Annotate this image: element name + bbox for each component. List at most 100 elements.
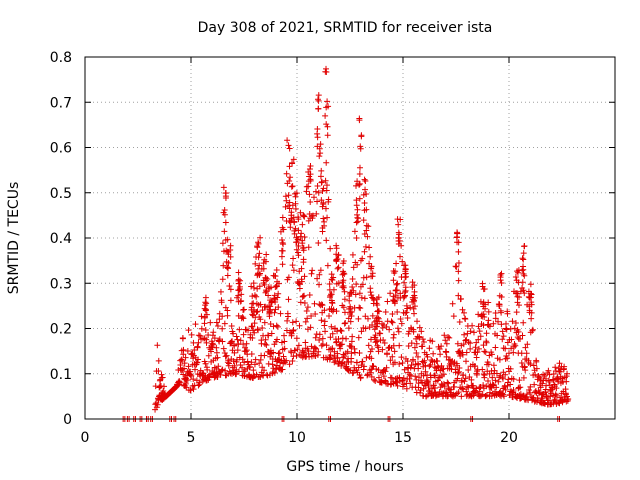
- data-point: [401, 293, 408, 300]
- data-point: [360, 191, 367, 198]
- data-point: [180, 365, 187, 372]
- data-point: [261, 340, 268, 347]
- data-point: [340, 260, 347, 267]
- data-point: [317, 141, 324, 148]
- data-point: [219, 240, 226, 247]
- data-point: [527, 383, 534, 390]
- data-point: [308, 313, 315, 320]
- data-point: [559, 375, 566, 382]
- data-point: [185, 363, 192, 370]
- data-point: [407, 304, 414, 311]
- data-point: [328, 323, 335, 330]
- data-point: [294, 346, 301, 353]
- data-point: [307, 198, 314, 205]
- data-point: [352, 291, 359, 298]
- data-point: [403, 385, 410, 392]
- plot-frame: [84, 56, 616, 420]
- data-point: [231, 362, 238, 369]
- data-point: [316, 336, 323, 343]
- data-point: [314, 134, 321, 141]
- data-point: [316, 331, 323, 338]
- data-point: [394, 280, 401, 287]
- data-point: [329, 345, 336, 352]
- data-point: [368, 373, 375, 380]
- data-point: [526, 294, 533, 301]
- data-point: [374, 314, 381, 321]
- data-point: [383, 364, 390, 371]
- data-point: [286, 145, 293, 152]
- data-point: [430, 350, 437, 357]
- data-point: [293, 239, 300, 246]
- data-point: [267, 307, 274, 314]
- data-point: [299, 349, 306, 356]
- data-point: [250, 312, 257, 319]
- data-point: [354, 218, 361, 225]
- y-tick-label: 0.6: [50, 141, 72, 157]
- data-point: [275, 290, 282, 297]
- data-point: [288, 349, 295, 356]
- data-point: [195, 332, 202, 339]
- data-point: [394, 382, 401, 389]
- data-point: [318, 178, 325, 185]
- data-point: [353, 234, 360, 241]
- data-point: [274, 323, 281, 330]
- data-point: [507, 365, 514, 372]
- data-point: [462, 316, 469, 323]
- data-point: [390, 331, 397, 338]
- data-point: [356, 180, 363, 187]
- x-tick-label: 5: [187, 430, 196, 446]
- data-point: [270, 349, 277, 356]
- data-point: [411, 344, 418, 351]
- data-point: [369, 322, 376, 329]
- data-point: [503, 326, 510, 333]
- data-point: [380, 373, 387, 380]
- data-point: [458, 377, 465, 384]
- data-point: [410, 356, 417, 363]
- data-point: [315, 189, 322, 196]
- data-point: [363, 227, 370, 234]
- data-point: [495, 318, 502, 325]
- data-point: [259, 307, 266, 314]
- data-point: [507, 381, 514, 388]
- y-tick-label: 0.4: [50, 231, 72, 247]
- data-point: [481, 372, 488, 379]
- data-point: [238, 297, 245, 304]
- data-point: [315, 348, 322, 355]
- data-point: [552, 391, 559, 398]
- data-point: [289, 319, 296, 326]
- data-point: [526, 386, 533, 393]
- data-point: [388, 374, 395, 381]
- data-point: [414, 353, 421, 360]
- data-point: [556, 400, 563, 407]
- data-point: [285, 274, 292, 281]
- data-point: [511, 325, 518, 332]
- data-point: [358, 362, 365, 369]
- y-tick-label: 0.7: [50, 95, 72, 111]
- data-point: [332, 325, 339, 332]
- data-point: [389, 353, 396, 360]
- data-point: [527, 389, 534, 396]
- data-point: [289, 202, 296, 209]
- data-point: [247, 363, 254, 370]
- data-point: [194, 344, 201, 351]
- data-point: [266, 306, 273, 313]
- data-point: [185, 327, 192, 334]
- data-point: [476, 328, 483, 335]
- data-point: [475, 323, 482, 330]
- data-point: [438, 343, 445, 350]
- data-point: [483, 339, 490, 346]
- data-point: [254, 244, 261, 251]
- data-point: [227, 297, 234, 304]
- data-point: [290, 255, 297, 262]
- data-point: [461, 309, 468, 316]
- data-point: [417, 389, 424, 396]
- data-point: [203, 339, 210, 346]
- data-point: [455, 248, 462, 255]
- data-point: [552, 368, 559, 375]
- data-point: [364, 233, 371, 240]
- data-point: [457, 353, 464, 360]
- data-point: [283, 357, 290, 364]
- data-point: [323, 121, 330, 128]
- data-point: [231, 349, 238, 356]
- data-point: [359, 358, 366, 365]
